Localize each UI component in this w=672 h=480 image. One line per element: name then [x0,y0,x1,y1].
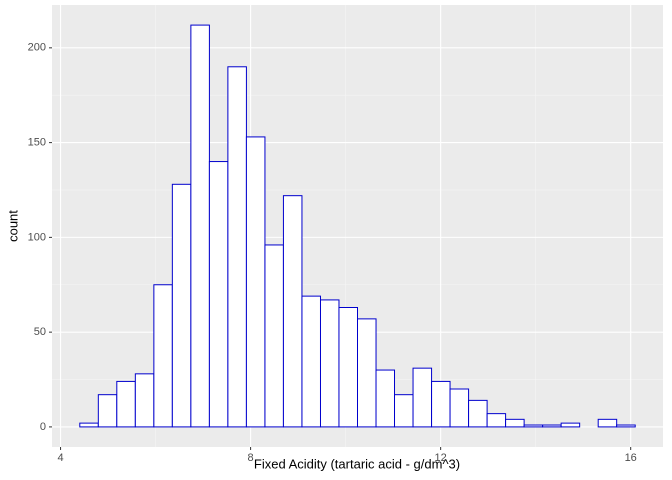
y-tick-label: 0 [40,421,46,433]
bar [227,66,247,428]
bar [282,195,303,428]
bar [264,244,284,428]
bar [375,369,396,428]
bar [208,161,229,428]
bar [616,424,636,428]
bar [245,136,266,428]
bar [338,307,359,428]
y-tick-label: 100 [28,231,46,243]
bar [116,380,136,428]
x-axis-title: Fixed Acidity (tartaric acid - g/dm^3) [254,456,460,471]
bar [97,394,118,428]
bar [190,24,210,428]
bar [153,284,173,428]
bar [357,318,377,428]
y-tick-label: 50 [34,326,46,338]
y-tick-label: 200 [28,42,46,54]
bar [134,373,155,428]
bar [542,424,562,428]
y-tick-label: 150 [28,137,46,149]
bar [597,418,618,428]
bar [171,183,192,428]
bar [412,367,433,428]
x-tick-label: 16 [625,452,637,464]
x-tick-label: 12 [435,452,447,464]
x-tick-label: 4 [57,452,63,464]
y-axis-title: count [5,210,20,242]
bar [79,422,99,428]
bar [560,422,581,428]
bar [505,418,525,428]
bar [523,424,544,428]
bar [431,380,451,428]
bar [319,299,340,428]
bar [449,388,470,428]
bar [486,413,507,428]
x-tick-label: 8 [248,452,254,464]
bar [468,399,488,428]
bar [301,295,321,428]
bar [394,394,414,428]
